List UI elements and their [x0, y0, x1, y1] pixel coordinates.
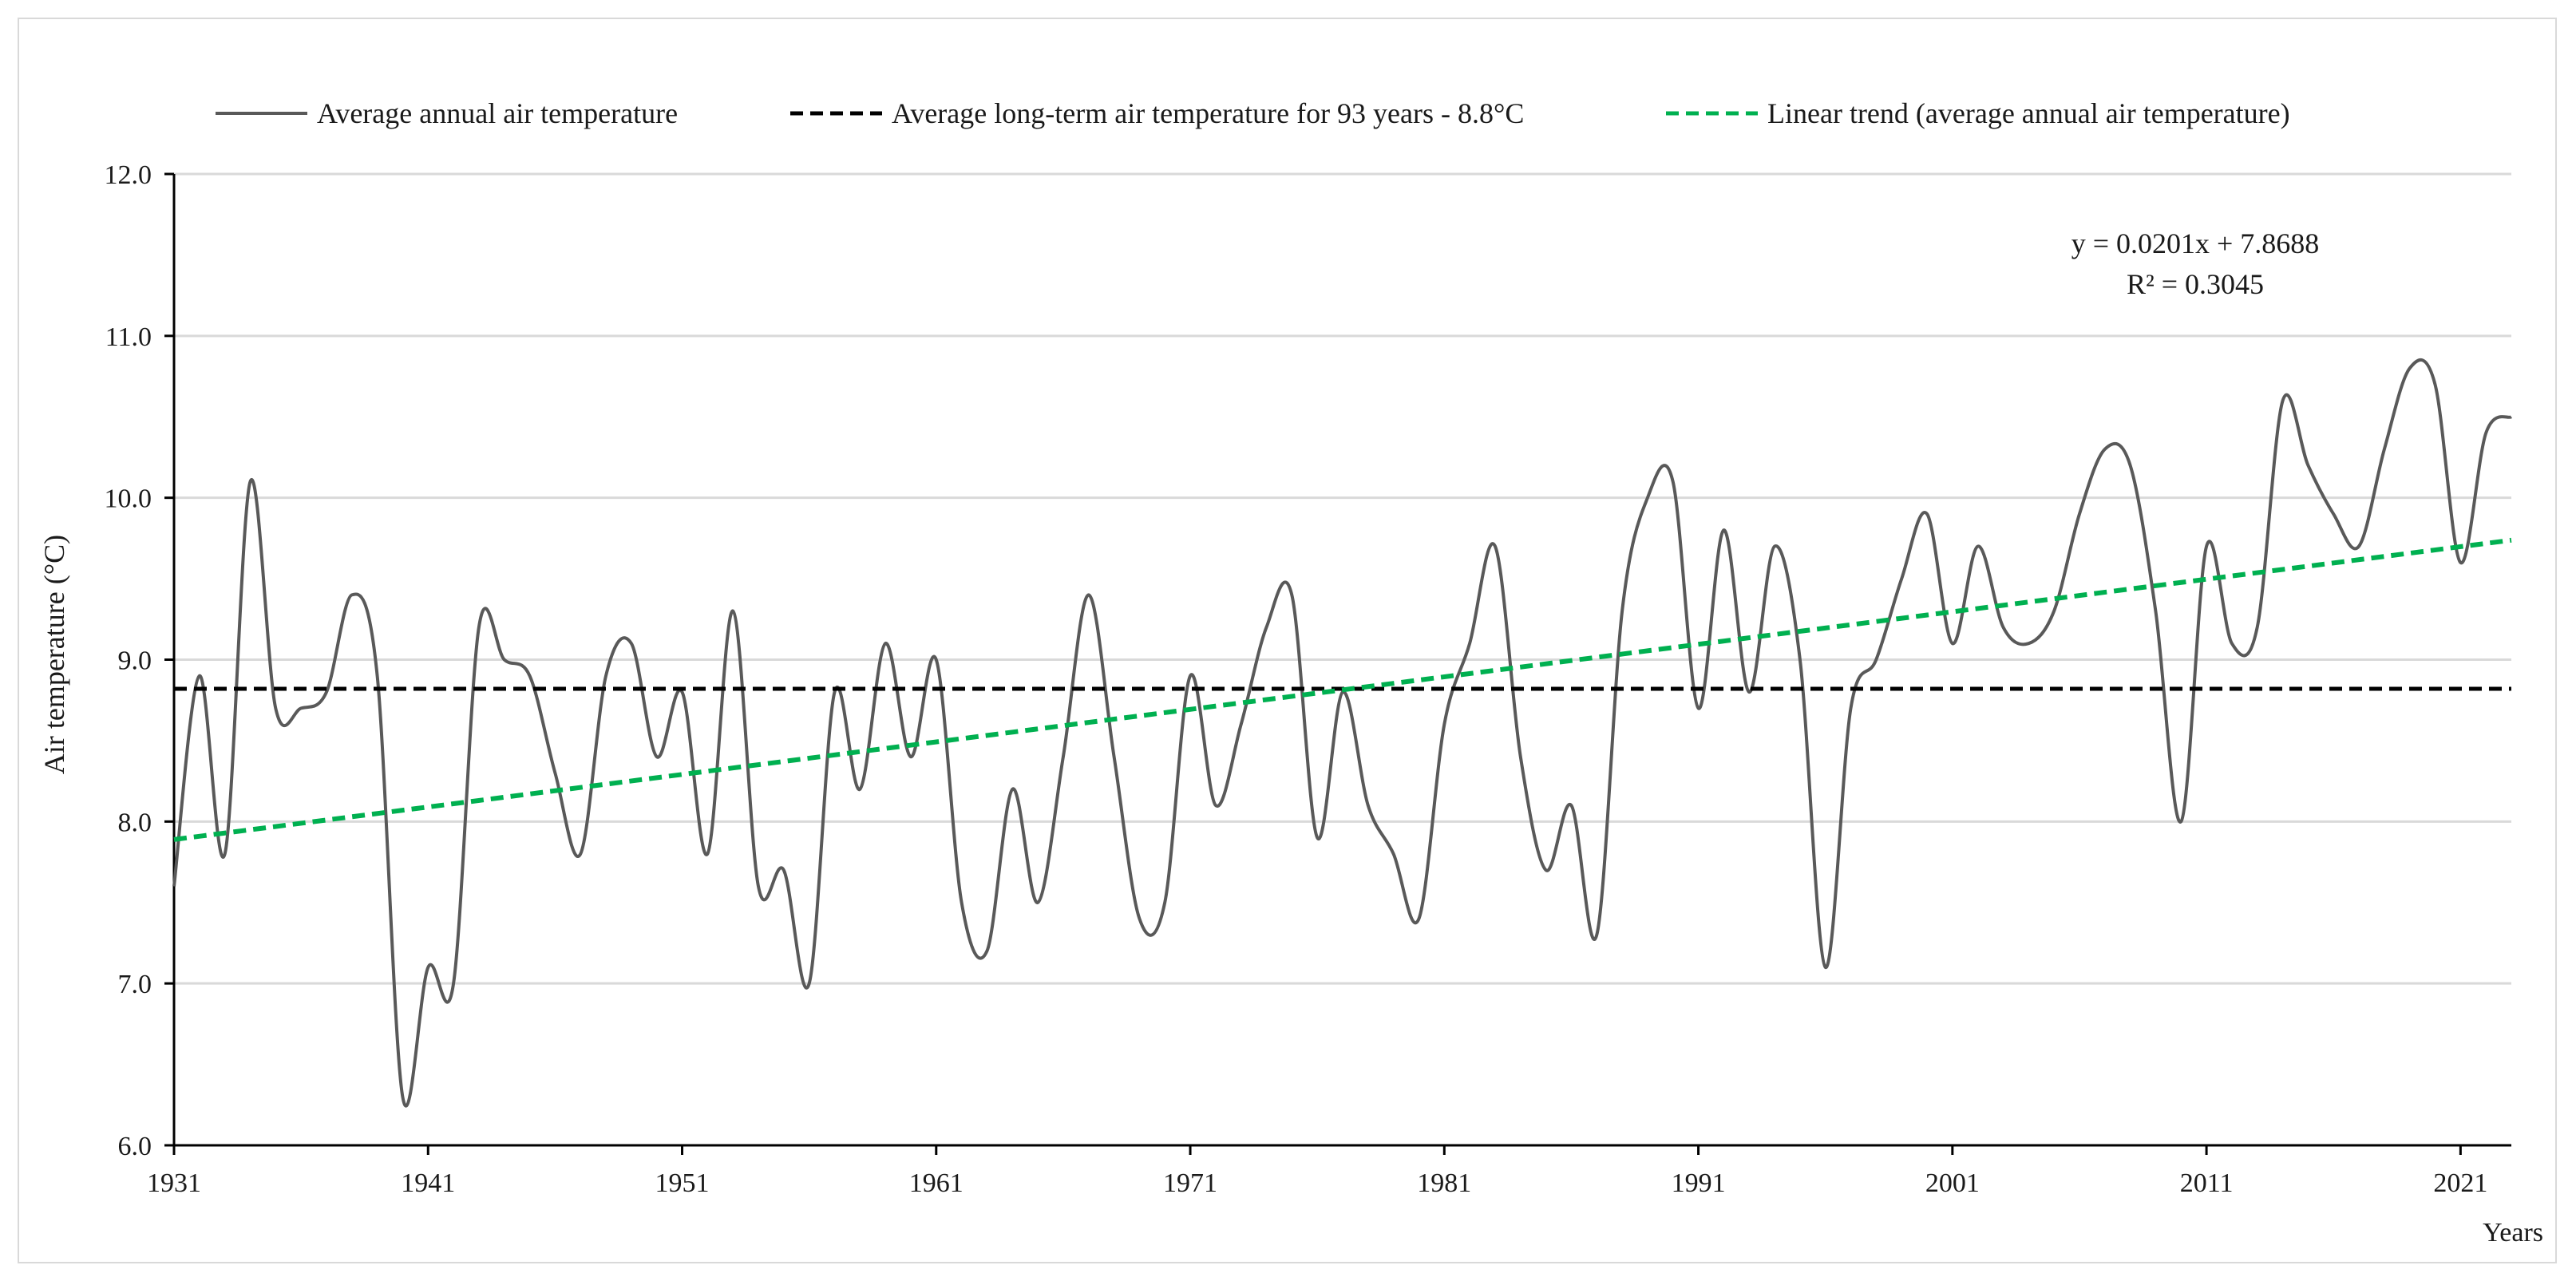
- y-axis-ticks: 6.0 7.0 8.0 9.0 10.0 11.0 12.0: [105, 160, 174, 1161]
- trend-equation: y = 0.0201x + 7.8688: [2071, 227, 2320, 259]
- y-tick-label: 7.0: [118, 970, 152, 999]
- x-tick-label: 1981: [1417, 1168, 1471, 1198]
- x-axis-label: Years: [2483, 1218, 2543, 1247]
- legend-label-linear-trend: Linear trend (average annual air tempera…: [1767, 97, 2290, 129]
- y-tick-label: 8.0: [118, 808, 152, 837]
- regression-annotation: y = 0.0201x + 7.8688 R² = 0.3045: [2071, 227, 2320, 300]
- series-line-linear-trend: [173, 537, 2512, 842]
- series-layer: [172, 358, 2513, 1108]
- x-tick-label: 1991: [1672, 1168, 1726, 1198]
- y-tick-label: 11.0: [105, 322, 152, 352]
- legend-label-long-term-average: Average long-term air temperature for 93…: [892, 97, 1524, 129]
- legend-label-observed: Average annual air temperature: [317, 97, 678, 129]
- series-line-average-annual-temperature: [172, 358, 2513, 1108]
- x-tick-label: 1971: [1163, 1168, 1217, 1198]
- x-tick-label: 2011: [2180, 1168, 2234, 1198]
- y-tick-label: 10.0: [105, 484, 152, 514]
- y-tick-label: 6.0: [118, 1132, 152, 1161]
- y-axis-label: Air temperature (°C): [38, 535, 70, 774]
- legend: Average annual air temperature Average l…: [216, 97, 2290, 129]
- x-tick-label: 1951: [655, 1168, 710, 1198]
- r-squared: R² = 0.3045: [2127, 268, 2264, 300]
- x-tick-label: 1941: [401, 1168, 455, 1198]
- x-tick-label: 1961: [909, 1168, 964, 1198]
- y-tick-label: 12.0: [105, 160, 152, 190]
- x-tick-label: 2001: [1925, 1168, 1980, 1198]
- gridlines: [174, 172, 2511, 985]
- x-axis-ticks: 1931 1941 1951 1961 1971 1981 1991 2001 2011 2021: [147, 1145, 2487, 1198]
- x-tick-label: 1931: [147, 1168, 201, 1198]
- y-tick-label: 9.0: [118, 646, 152, 676]
- x-tick-label: 2021: [2433, 1168, 2487, 1198]
- chart-frame: [18, 18, 2557, 1263]
